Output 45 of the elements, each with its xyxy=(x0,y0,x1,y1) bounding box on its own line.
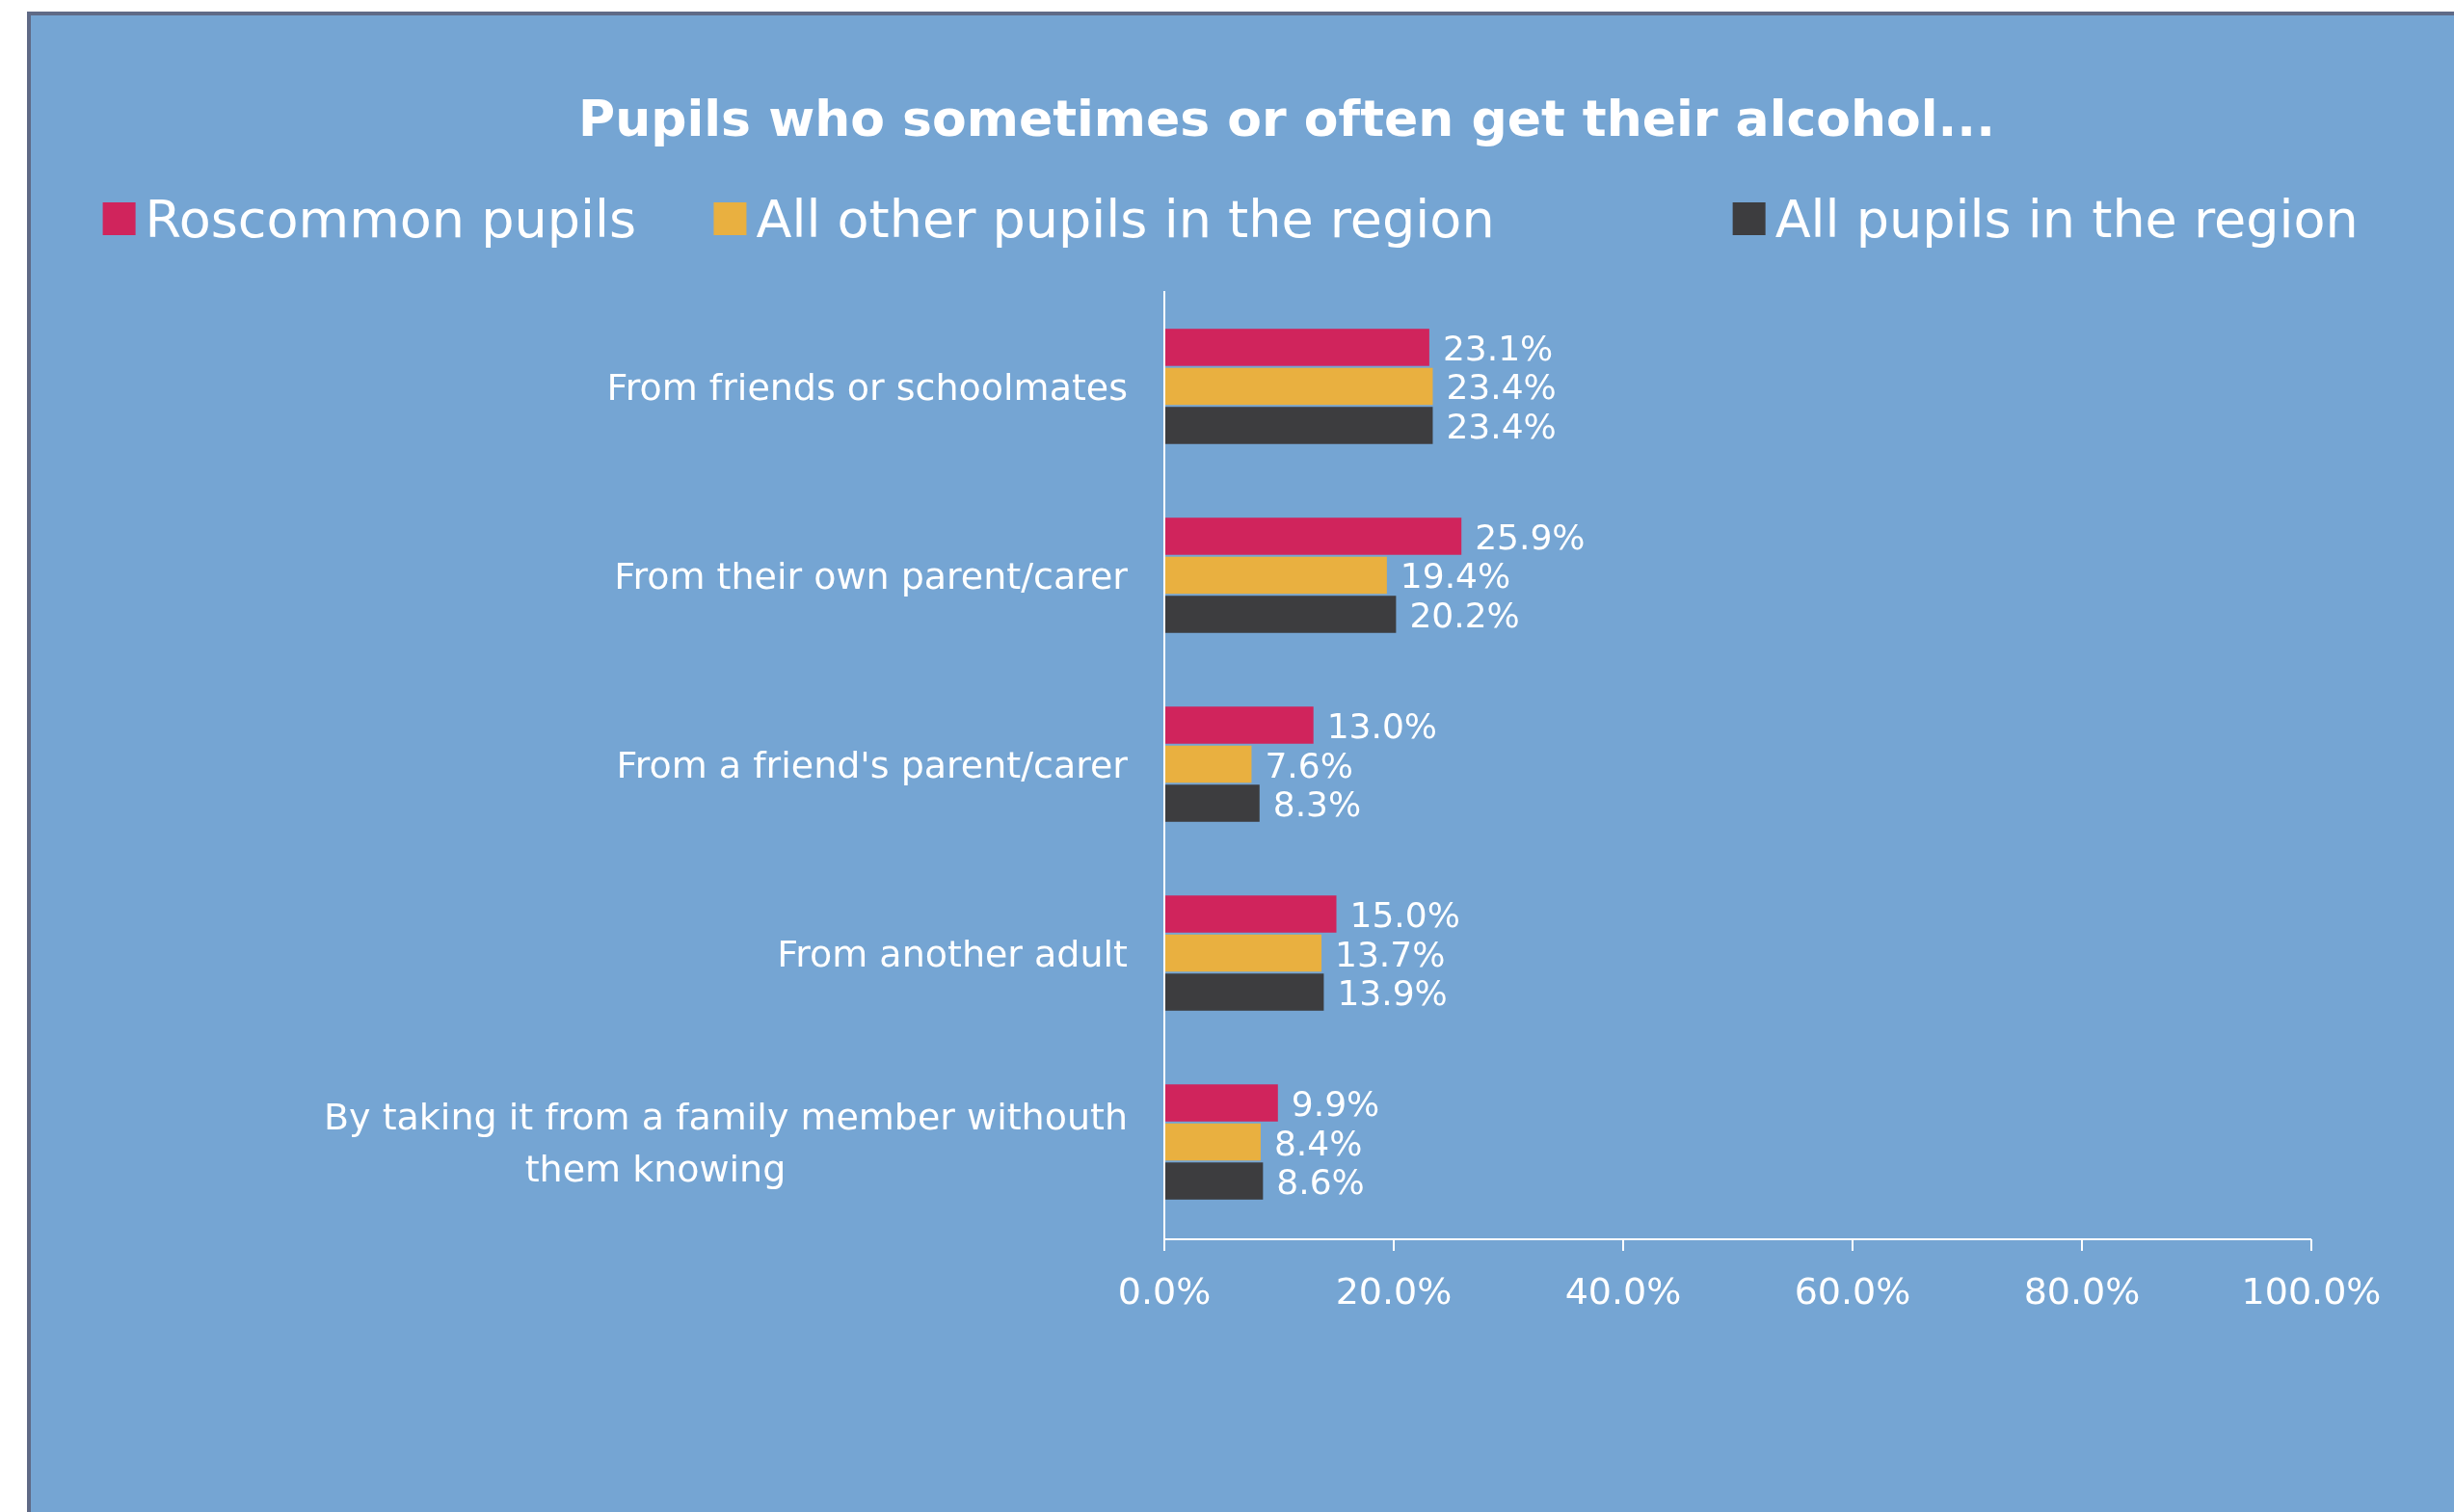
legend-label: All pupils in the region xyxy=(1774,188,2359,250)
bar xyxy=(1164,784,1260,822)
bar xyxy=(1164,1123,1261,1161)
bar xyxy=(1164,517,1462,555)
data-label: 8.4% xyxy=(1273,1123,1363,1163)
data-label: 19.4% xyxy=(1400,556,1511,597)
bar xyxy=(1164,973,1324,1011)
y-tick-label: From friends or schoolmates xyxy=(606,365,1128,409)
x-tick-label: 20.0% xyxy=(1335,1270,1453,1313)
data-label: 13.0% xyxy=(1326,705,1438,746)
bar xyxy=(1164,934,1322,972)
legend-label: Roscommon pupils xyxy=(145,188,637,250)
data-label: 8.3% xyxy=(1272,784,1362,825)
y-tick-label: From a friend's parent/carer xyxy=(616,744,1129,786)
y-tick-label: By taking it from a family member withouth them knowing xyxy=(324,1096,1128,1191)
data-label: 25.9% xyxy=(1475,517,1586,557)
bar xyxy=(1164,367,1433,406)
y-tick-label: From their own parent/carer xyxy=(614,554,1129,597)
x-tick-label: 100.0% xyxy=(2241,1270,2382,1313)
data-label: 9.9% xyxy=(1291,1084,1380,1125)
y-tick-label: From another adult xyxy=(777,933,1128,976)
bar xyxy=(1164,706,1314,744)
x-tick-label: 60.0% xyxy=(1794,1270,1911,1313)
bar xyxy=(1164,407,1433,444)
data-label: 23.4% xyxy=(1446,367,1557,408)
data-label: 23.1% xyxy=(1442,328,1554,368)
data-label: 23.4% xyxy=(1446,406,1557,446)
bar xyxy=(1164,1162,1264,1200)
data-label: 13.9% xyxy=(1337,973,1448,1014)
data-label: 15.0% xyxy=(1349,895,1460,936)
data-label: 20.2% xyxy=(1409,595,1520,635)
bar xyxy=(1164,745,1252,783)
data-label: 8.6% xyxy=(1276,1162,1365,1203)
x-tick-label: 80.0% xyxy=(2023,1270,2141,1313)
bar xyxy=(1164,596,1397,633)
x-tick-label: 40.0% xyxy=(1564,1270,1682,1313)
x-tick-label: 0.0% xyxy=(1117,1270,1212,1313)
data-label: 7.6% xyxy=(1265,745,1353,785)
bar xyxy=(1164,329,1429,366)
data-label: 13.7% xyxy=(1335,934,1446,974)
legend-label: All other pupils in the region xyxy=(756,188,1495,250)
bar xyxy=(1164,1084,1278,1122)
bar xyxy=(1164,895,1337,933)
bar xyxy=(1164,556,1387,595)
chart-title: Pupils who sometimes or often get their alcohol... xyxy=(578,90,1995,147)
